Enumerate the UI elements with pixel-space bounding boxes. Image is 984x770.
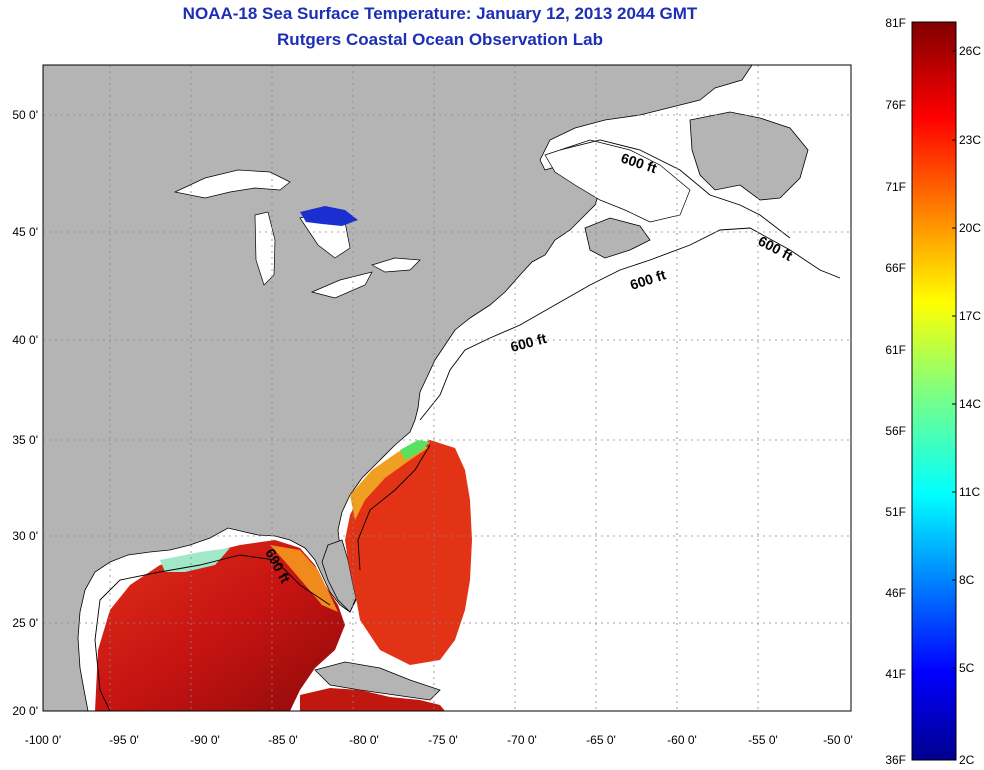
land-newfoundland [689,111,809,201]
colorbar-f-label: 81F [885,16,906,30]
colorbar-c-label: 5C [959,661,975,675]
lon-tick-label: -75 0' [428,733,458,747]
colorbar-f-label: 76F [885,98,906,112]
lat-tick-label: 45 0' [12,225,38,239]
x-axis: -100 0' -95 0' -90 0' -85 0' -80 0' -75 … [25,733,853,747]
lon-tick-label: -85 0' [268,733,298,747]
colorbar-f-label: 61F [885,343,906,357]
lake-michigan [254,211,276,286]
colorbar-c-label: 8C [959,573,975,587]
contour-line-gulf [94,554,331,711]
colorbar-c-label: 17C [959,309,981,323]
colorbar-c-label: 26C [959,44,981,58]
graticule [43,65,851,711]
map-frame [42,64,852,712]
lat-tick-label: 50 0' [12,108,38,122]
lake-superior [173,169,291,199]
colorbar-f-label: 66F [885,261,906,275]
contour-line-scotian [559,139,791,239]
lat-tick-label: 30 0' [12,529,38,543]
lake-erie [310,271,373,299]
sst-atlantic-coast [345,440,472,665]
lake-ontario [371,257,421,273]
colorbar-f-label: 36F [885,753,906,767]
lon-tick-label: -55 0' [748,733,778,747]
sst-gulf-north-shelf [270,545,338,612]
gulf-st-lawrence [544,139,691,223]
sst-gulf-cool-shelf [160,548,230,572]
lon-tick-label: -80 0' [349,733,379,747]
lat-tick-label: 20 0' [12,704,38,718]
lon-tick-label: -65 0' [586,733,616,747]
lon-tick-label: -90 0' [190,733,220,747]
colorbar-f-label: 51F [885,505,906,519]
map-subtitle: Rutgers Coastal Ocean Observation Lab [277,30,603,49]
colorbar-f-label: 71F [885,180,906,194]
colorbar-f-label: 56F [885,424,906,438]
colorbar-c-label: 11C [959,485,980,499]
sst-cold-lakes [300,206,358,226]
colorbar-c-label: 23C [959,133,981,147]
map-area: 600 ft 600 ft 600 ft 600 ft 600 ft [43,65,851,711]
colorbar-c-label: 20C [959,221,981,235]
lat-tick-label: 25 0' [12,616,38,630]
colorbar-c-label: 14C [959,397,981,411]
land-nova-scotia [584,217,651,259]
colorbar-c-label: 2C [959,753,975,767]
sst-gulf-of-mexico [95,540,345,711]
lon-tick-label: -95 0' [109,733,139,747]
colorbar-f-label: 46F [885,586,906,600]
sst-caribbean [300,688,445,711]
colorbar: 81F 76F 71F 66F 61F 56F 51F 46F 41F 36F … [885,16,981,767]
y-axis: 20 0' 25 0' 30 0' 35 0' 40 0' 45 0' 50 0… [12,108,38,718]
depth-contours [94,139,841,711]
lon-tick-label: -70 0' [507,733,537,747]
colorbar-f-label: 41F [885,667,906,681]
contour-line-southeast [357,444,431,571]
colorbar-gradient [911,21,957,761]
lon-tick-label: -60 0' [667,733,697,747]
map-title: NOAA-18 Sea Surface Temperature: January… [182,4,698,23]
lat-tick-label: 40 0' [12,333,38,347]
lon-tick-label: -100 0' [25,733,61,747]
lat-tick-label: 35 0' [12,433,38,447]
lon-tick-label: -50 0' [823,733,853,747]
land-cuba [314,661,441,701]
sst-coastal-cool [400,440,430,460]
contour-line-atlantic [419,227,841,421]
